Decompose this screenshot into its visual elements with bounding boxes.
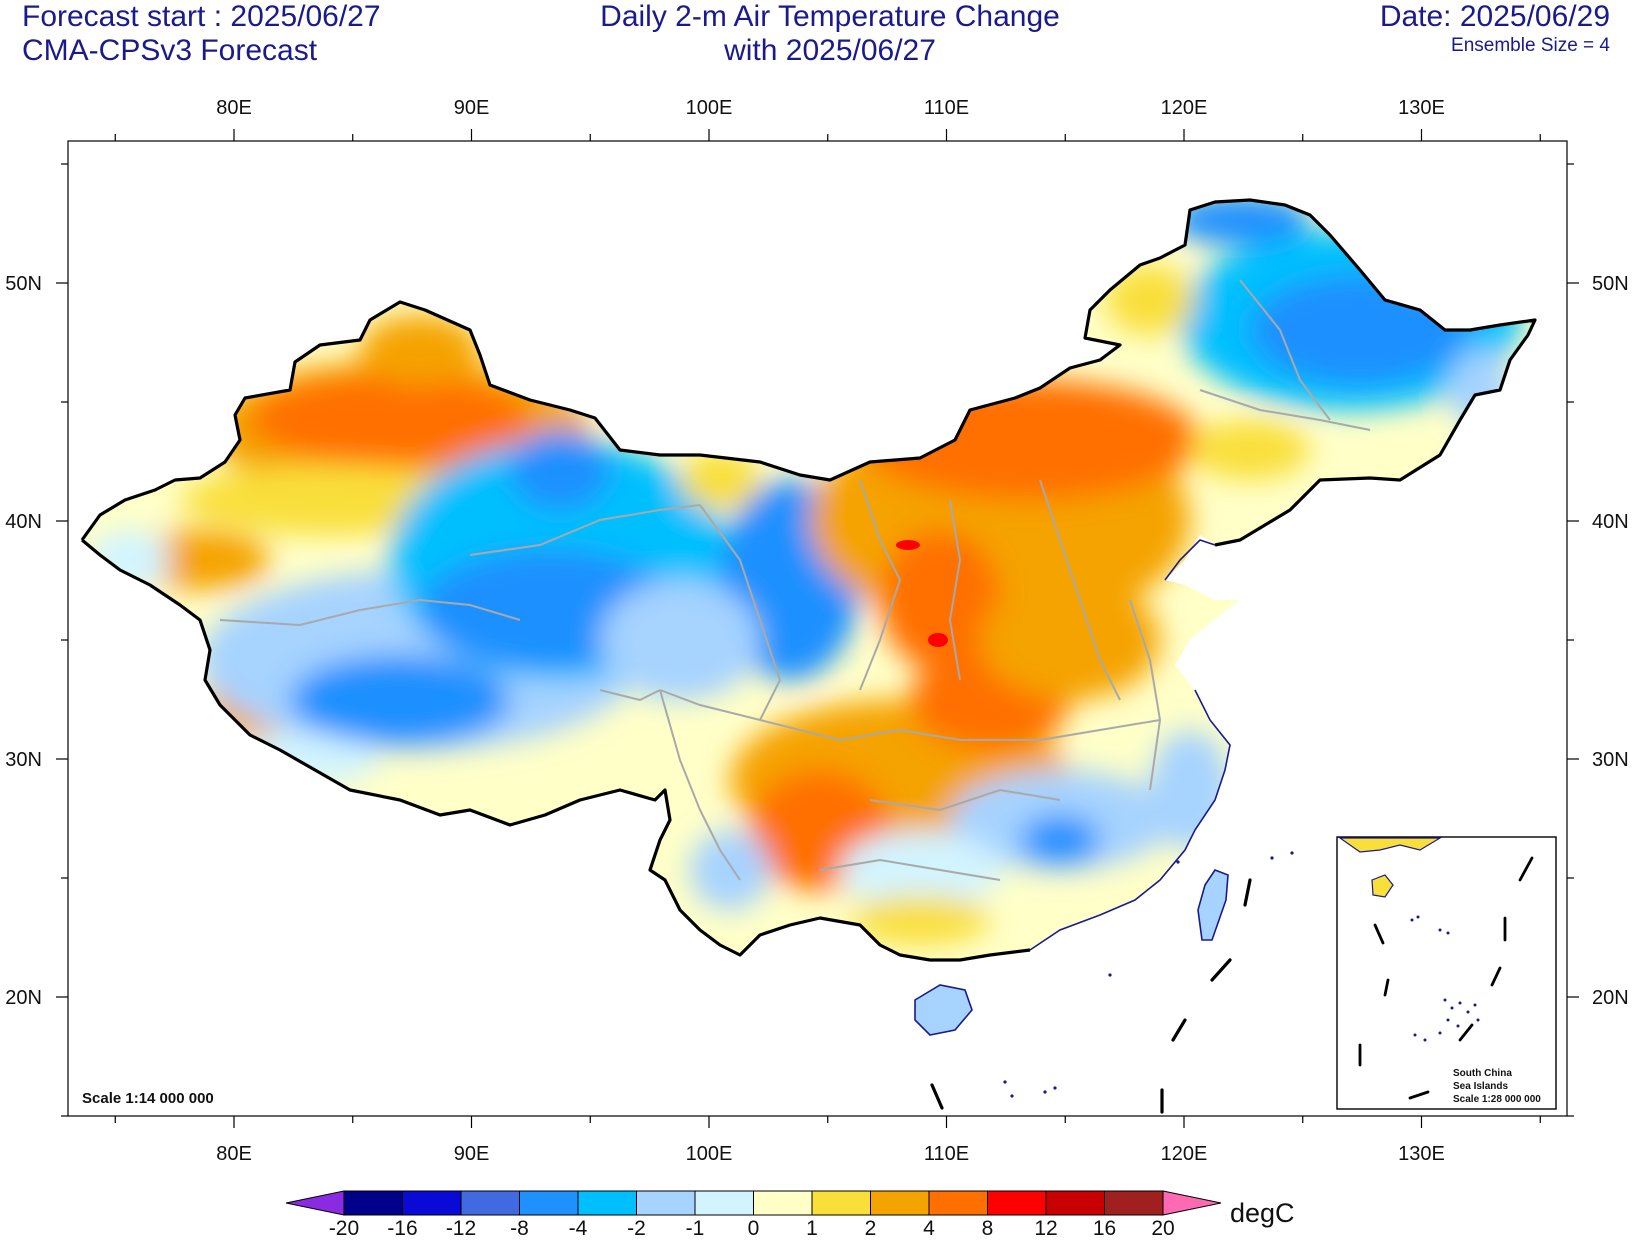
lat-label-right: 20N (1592, 987, 1629, 1009)
valid-date-label: Date: 2025/06/29 (1379, 0, 1610, 33)
inset-dashes (1358, 856, 1534, 1100)
colorbar-box (987, 1190, 1047, 1216)
map-title-line1: Daily 2-m Air Temperature Change (600, 0, 1060, 33)
colorbar-tick-label: -4 (569, 1217, 588, 1240)
inset-scale-note: Scale 1:28 000 000 (1453, 1094, 1541, 1105)
national-border (80, 198, 1537, 962)
lon-label-top: 90E (454, 97, 490, 119)
lon-label-bottom: 130E (1398, 1143, 1445, 1165)
colorbar-tick-label: -16 (387, 1217, 417, 1240)
ensemble-size-label: Ensemble Size = 4 (1451, 35, 1610, 56)
colorbar-tick-label: -12 (446, 1217, 476, 1240)
colorbar-box (753, 1190, 813, 1216)
colorbar-tick-label: -2 (627, 1217, 646, 1240)
colorbar-box (577, 1190, 637, 1216)
lat-label-left: 50N (5, 273, 42, 295)
colorbar-box (811, 1190, 871, 1216)
longitude-axis: 80E 80E 90E 90E 100E 100E 110E 110E 120E 120E 130E… (114, 97, 1541, 1165)
hainan-island (914, 984, 973, 1036)
colorbar-box (460, 1190, 520, 1216)
colorbar-tick-label: 16 (1093, 1217, 1116, 1240)
inset-label-line2: Sea Islands (1453, 1081, 1508, 1092)
taiwan-island (1197, 869, 1229, 941)
colorbar-tick-label: 20 (1151, 1217, 1174, 1240)
inset-islets (1410, 915, 1480, 1042)
lat-label-right: 30N (1592, 749, 1629, 771)
latitude-axis: 50N 50N 40N 40N 30N 30N 20N 20N (5, 163, 1629, 1117)
lon-label-bottom: 80E (216, 1143, 252, 1165)
inset-mainland (1338, 837, 1443, 853)
lon-label-bottom: 110E (924, 1143, 969, 1165)
inset-frame (1336, 836, 1557, 1110)
colorbar-box (694, 1190, 754, 1216)
colorbar-under-arrow (285, 1190, 345, 1216)
islets (1003, 851, 1294, 1098)
lon-label-top: 120E (1161, 97, 1208, 119)
colorbar-tick-label: -1 (686, 1217, 705, 1240)
colorbar-tick-label: 4 (923, 1217, 935, 1240)
colorbar-tick-label: 2 (865, 1217, 877, 1240)
colorbar-over-arrow (1162, 1190, 1222, 1216)
colorbar-tick-label: 0 (748, 1217, 760, 1240)
colorbar-box (1104, 1190, 1164, 1216)
province-boundaries (219, 279, 1371, 881)
coastline (1029, 539, 1231, 951)
inset-hainan (1371, 874, 1394, 898)
colorbar-box (519, 1190, 579, 1216)
map-title-line2: with 2025/06/27 (724, 34, 936, 67)
lat-label-left: 40N (5, 511, 42, 533)
colorbar-box (928, 1190, 988, 1216)
scale-note: Scale 1:14 000 000 (82, 1090, 214, 1107)
colorbar-box (402, 1190, 462, 1216)
colorbar-box (343, 1190, 403, 1216)
colorbar-unit: degC (1230, 1198, 1295, 1228)
colorbar-tick-label: -20 (329, 1217, 359, 1240)
inset-label-line1: South China (1453, 1068, 1512, 1079)
lat-label-left: 20N (5, 987, 42, 1009)
colorbar-box (870, 1190, 930, 1216)
colorbar-tick-label: 1 (806, 1217, 818, 1240)
maritime-boundary-dashes (930, 878, 1252, 1114)
colorbar-tick-label: -8 (510, 1217, 529, 1240)
colorbar-box (636, 1190, 696, 1216)
forecast-start-label: Forecast start : 2025/06/27 (22, 0, 381, 33)
lat-label-right: 40N (1592, 511, 1629, 533)
lon-label-top: 130E (1398, 97, 1445, 119)
lat-label-right: 50N (1592, 273, 1629, 295)
lat-label-left: 30N (5, 749, 42, 771)
colorbar-tick-label: 8 (982, 1217, 994, 1240)
south-china-sea-inset: South China Sea Islands Scale 1:28 000 0… (1336, 836, 1557, 1110)
lon-label-bottom: 120E (1161, 1143, 1208, 1165)
lon-label-bottom: 90E (454, 1143, 490, 1165)
colorbar-box (1045, 1190, 1105, 1216)
lon-label-bottom: 100E (686, 1143, 733, 1165)
model-label: CMA-CPSv3 Forecast (22, 34, 318, 67)
colorbar-tick-label: 12 (1034, 1217, 1057, 1240)
lon-label-top: 100E (686, 97, 733, 119)
lon-label-top: 110E (924, 97, 969, 119)
lon-label-top: 80E (216, 97, 252, 119)
